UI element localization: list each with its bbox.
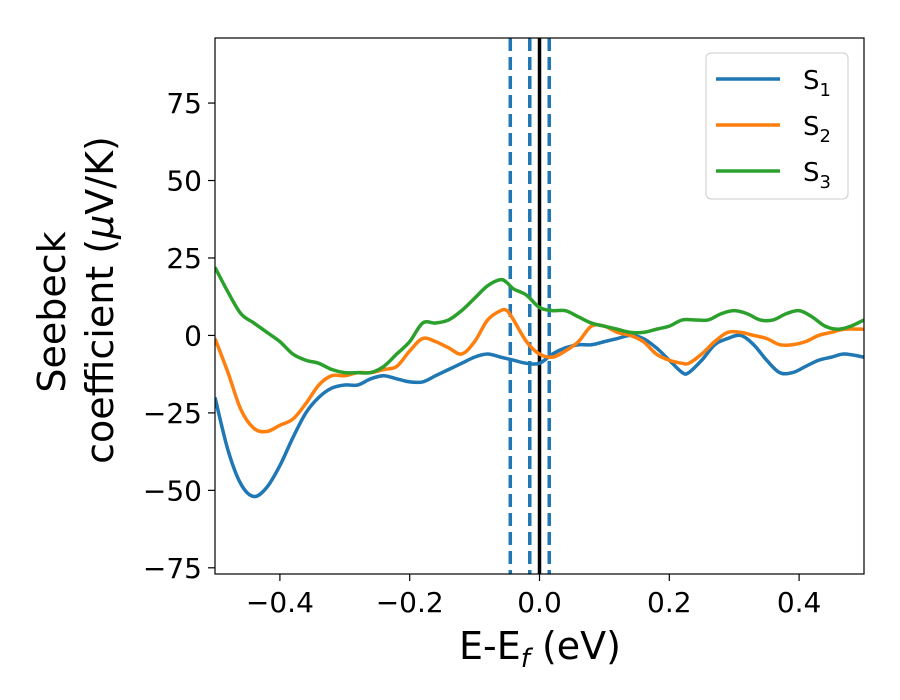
y-axis-label-prefix: coefficient ( bbox=[78, 239, 122, 464]
legend-label-subscript: 3 bbox=[820, 172, 831, 193]
x-axis-ticks: −0.4 −0.2 0.0 0.2 0.4 bbox=[246, 574, 821, 619]
series-line-s1 bbox=[215, 333, 864, 499]
y-axis-label-unit: V/K) bbox=[78, 136, 122, 215]
legend-label-s1: S1 bbox=[803, 66, 831, 101]
y-tick-label: −75 bbox=[143, 552, 202, 585]
legend-label-subscript: 2 bbox=[820, 126, 831, 147]
y-tick-label: −50 bbox=[143, 474, 202, 507]
legend-label-s2: S2 bbox=[803, 112, 831, 147]
y-axis-ticks: −75 −50 −25 0 25 50 75 bbox=[143, 87, 215, 585]
series-line-s3 bbox=[215, 266, 864, 375]
legend-label-main: S bbox=[803, 158, 820, 188]
y-axis-label-line1: Seebeck bbox=[30, 231, 74, 392]
x-axis-label-unit: (eV) bbox=[530, 624, 621, 668]
legend-label-main: S bbox=[803, 112, 820, 142]
x-axis-label: E-Ef (eV) bbox=[459, 624, 621, 674]
x-tick-label: −0.4 bbox=[246, 586, 314, 619]
legend-label-s3: S3 bbox=[803, 158, 831, 193]
series-lines bbox=[215, 266, 864, 499]
legend-label-main: S bbox=[803, 66, 820, 96]
y-tick-label: 50 bbox=[166, 165, 202, 198]
x-axis-label-main: E-E bbox=[459, 624, 521, 668]
y-axis-label-mu: μ bbox=[78, 215, 122, 240]
x-tick-label: 0.4 bbox=[777, 586, 822, 619]
y-tick-label: −25 bbox=[143, 397, 202, 430]
x-tick-label: 0.0 bbox=[517, 586, 562, 619]
legend-label-subscript: 1 bbox=[820, 80, 831, 101]
y-tick-label: 25 bbox=[166, 242, 202, 275]
y-tick-label: 75 bbox=[166, 87, 202, 120]
x-tick-label: −0.2 bbox=[376, 586, 444, 619]
series-line-s2 bbox=[215, 307, 864, 434]
x-tick-label: 0.2 bbox=[647, 586, 692, 619]
y-tick-label: 0 bbox=[184, 319, 202, 352]
y-axis-label: Seebeck coefficient (μV/K) bbox=[30, 136, 122, 464]
y-axis-label-line2: coefficient (μV/K) bbox=[78, 136, 122, 464]
